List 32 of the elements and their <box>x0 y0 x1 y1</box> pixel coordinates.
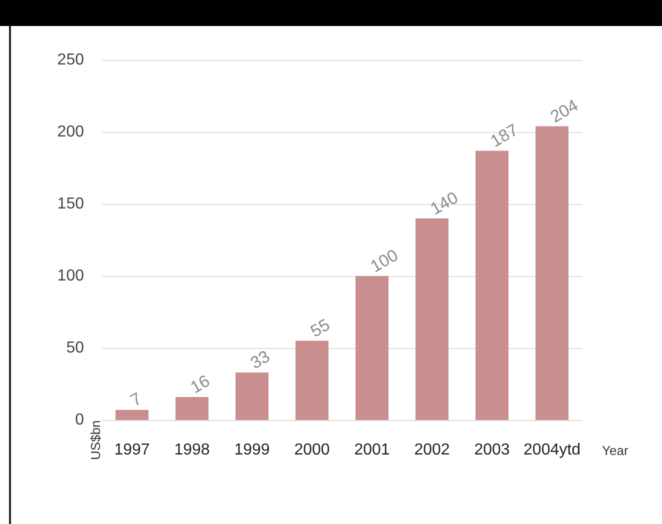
y-tick-label: 150 <box>57 196 84 212</box>
bar <box>476 150 508 420</box>
x-tick-label: 1999 <box>234 442 270 458</box>
y-tick-label: 200 <box>57 124 84 140</box>
y-tick-label: 250 <box>57 52 84 68</box>
bar <box>176 396 208 420</box>
data-label: 33 <box>247 346 274 373</box>
x-tick-label: 2001 <box>354 442 390 458</box>
x-tick-label: 2002 <box>414 442 450 458</box>
bar <box>236 372 268 420</box>
y-tick-label: 0 <box>75 412 84 428</box>
data-label: 204 <box>547 96 582 126</box>
x-tick-label: 2004ytd <box>524 442 580 458</box>
bar <box>296 340 328 420</box>
x-tick-label: 2000 <box>294 442 330 458</box>
bar <box>416 218 448 420</box>
data-label: 100 <box>367 246 402 276</box>
x-axis-title: Year <box>602 443 629 458</box>
bar <box>356 276 388 420</box>
data-label: 187 <box>487 120 522 151</box>
x-tick-label: 2003 <box>474 442 510 458</box>
x-tick-label: 1997 <box>114 442 150 458</box>
data-label: 140 <box>427 188 462 219</box>
bar <box>536 126 568 420</box>
y-axis-title: US$bn <box>88 420 103 460</box>
x-tick-label: 1998 <box>174 442 210 458</box>
y-tick-label: 50 <box>66 340 84 356</box>
data-label: 55 <box>307 315 334 342</box>
data-label: 7 <box>127 388 145 410</box>
y-tick-label: 100 <box>57 268 84 284</box>
bar <box>116 410 148 420</box>
data-label: 16 <box>187 371 214 398</box>
